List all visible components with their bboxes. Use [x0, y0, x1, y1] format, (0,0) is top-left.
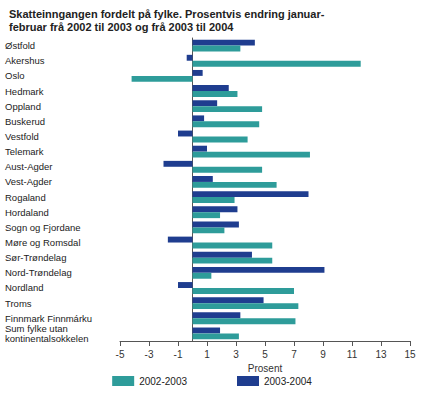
svg-text:Sum fylke utan: Sum fylke utan — [5, 322, 68, 334]
svg-text:Troms: Troms — [5, 298, 32, 309]
svg-text:3: 3 — [233, 349, 239, 360]
svg-text:Vest-Agder: Vest-Agder — [5, 176, 52, 187]
svg-text:Hedmark: Hedmark — [5, 86, 44, 97]
svg-text:9: 9 — [320, 349, 326, 360]
svg-text:-3: -3 — [145, 349, 154, 360]
svg-text:1: 1 — [204, 349, 210, 360]
svg-text:Oppland: Oppland — [5, 101, 41, 112]
svg-text:Rogaland: Rogaland — [5, 192, 46, 203]
svg-text:Finnmark Finnmárku: Finnmark Finnmárku — [5, 312, 93, 324]
svg-text:7: 7 — [291, 349, 297, 360]
svg-text:Vestfold: Vestfold — [5, 131, 39, 142]
svg-text:Nord-Trøndelag: Nord-Trøndelag — [5, 267, 72, 278]
svg-text:Møre og Romsdal: Møre og Romsdal — [5, 237, 81, 248]
svg-text:Østfold: Østfold — [5, 40, 35, 51]
svg-text:11: 11 — [347, 349, 358, 360]
svg-text:-5: -5 — [116, 349, 125, 360]
svg-text:Nordland: Nordland — [5, 282, 44, 293]
svg-text:2003-2004: 2003-2004 — [264, 376, 312, 387]
svg-text:Skatteinngangen fordelt på fyl: Skatteinngangen fordelt på fylke. Prosen… — [9, 8, 325, 20]
svg-text:februar frå 2002 til 2003 og f: februar frå 2002 til 2003 og frå 2003 ti… — [9, 21, 234, 33]
svg-text:-1: -1 — [174, 349, 183, 360]
svg-text:15: 15 — [404, 349, 416, 360]
svg-text:Hordaland: Hordaland — [5, 207, 49, 218]
svg-text:13: 13 — [375, 349, 387, 360]
svg-text:Oslo: Oslo — [5, 70, 25, 81]
svg-text:Buskerud: Buskerud — [5, 116, 45, 127]
svg-text:Aust-Agder: Aust-Agder — [5, 161, 53, 172]
svg-text:5: 5 — [262, 349, 268, 360]
svg-text:Akershus: Akershus — [5, 55, 45, 66]
svg-text:Telemark: Telemark — [5, 146, 44, 157]
svg-text:kontinentalsokkelen: kontinentalsokkelen — [5, 333, 88, 344]
svg-text:Prosent: Prosent — [248, 363, 283, 374]
svg-text:Sogn og Fjordane: Sogn og Fjordane — [5, 222, 81, 233]
svg-text:2002-2003: 2002-2003 — [139, 376, 187, 387]
svg-text:Sør-Trøndelag: Sør-Trøndelag — [5, 252, 66, 263]
